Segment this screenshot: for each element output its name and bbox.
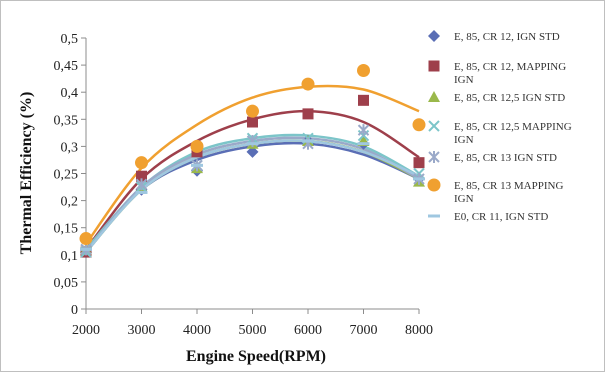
x-tick-label: 2000: [72, 323, 100, 338]
y-tick-label: 0,3: [61, 140, 79, 155]
data-points: [79, 64, 426, 259]
data-point-series-2: [136, 170, 147, 182]
legend-label-series-6: E, 85, CR 13 MAPPING: [454, 180, 563, 192]
data-point-series-1: [246, 145, 259, 158]
legend-marker-series-3: [428, 91, 440, 102]
legend-label-series-2: E, 85, CR 12, MAPPING: [454, 61, 566, 73]
x-axis-title: Engine Speed(RPM): [186, 348, 326, 365]
data-point-series-6: [246, 104, 259, 118]
y-tick-label: 0,15: [54, 222, 79, 237]
legend-label-series-6: IGN: [454, 193, 474, 205]
legend-marker-series-5: [428, 151, 440, 163]
legend-marker-series-6: [427, 178, 441, 192]
y-tick-label: 0,45: [54, 59, 79, 74]
legend-label-series-1: E, 85, CR 12, IGN STD: [454, 31, 560, 43]
trend-line-series-2: [85, 109, 420, 251]
x-tick-label: 8000: [405, 323, 433, 338]
legend-marker-series-2: [428, 60, 440, 72]
x-tick-label: 3000: [128, 323, 156, 338]
marker-stroke: [428, 120, 440, 132]
y-tick-label: 0: [71, 303, 78, 318]
y-tick-label: 0,05: [54, 276, 79, 291]
legend-marker-series-4: [428, 120, 440, 132]
legend: E, 85, CR 12, IGN STD E, 85, CR 12, MAPPI…: [427, 30, 572, 223]
y-tick-label: 0,1: [61, 249, 79, 264]
x-tick-label: 4000: [183, 323, 211, 338]
data-point-series-2: [302, 108, 314, 120]
y-tick-label: 0,5: [61, 32, 79, 47]
data-point-series-7: [302, 139, 314, 143]
data-point-series-2: [413, 157, 425, 169]
data-point-series-5: [135, 178, 148, 191]
y-axis-title: Thermal Efficiency (%): [18, 92, 35, 255]
x-tick-label: 5000: [239, 323, 267, 338]
x-tick-label: 7000: [350, 323, 378, 338]
legend-label-series-5: E, 85, CR 13 IGN STD: [454, 152, 557, 164]
data-point-series-6: [412, 118, 426, 132]
legend-label-series-2: IGN: [454, 74, 474, 86]
y-tick-label: 0,2: [61, 195, 79, 210]
data-point-series-7: [80, 247, 92, 251]
data-point-series-5: [357, 124, 370, 137]
data-point-series-6: [190, 139, 204, 153]
data-point-series-7: [413, 177, 425, 181]
legend-label-series-3: E, 85, CR 12,5 IGN STD: [454, 92, 565, 104]
data-point-series-6: [79, 232, 93, 246]
data-point-series-6: [135, 156, 148, 170]
data-point-series-7: [246, 142, 259, 146]
legend-marker-series-7: [428, 214, 440, 218]
data-point-series-2: [358, 94, 369, 106]
legend-label-series-4: E, 85, CR 12,5 MAPPING: [454, 121, 572, 133]
data-point-series-7: [191, 163, 203, 167]
legend-label-series-7: E0, CR 11, IGN STD: [454, 211, 548, 223]
data-point-series-6: [301, 77, 315, 91]
data-point-series-6: [357, 64, 370, 78]
axes: 0 0,05 0,1 0,15 0,2 0,25 0,3 0,35 0,4 0,45 0,5 2000…: [54, 32, 434, 338]
data-point-series-7: [135, 190, 148, 194]
y-tick-label: 0,4: [61, 86, 79, 101]
legend-label-series-4: IGN: [454, 134, 474, 146]
x-tick-label: 6000: [294, 323, 322, 338]
data-point-series-7: [357, 142, 370, 146]
y-tick-label: 0,25: [54, 168, 79, 183]
legend-marker-series-1: [428, 30, 440, 42]
y-tick-label: 0,35: [54, 113, 79, 128]
data-point-series-2: [247, 116, 258, 128]
